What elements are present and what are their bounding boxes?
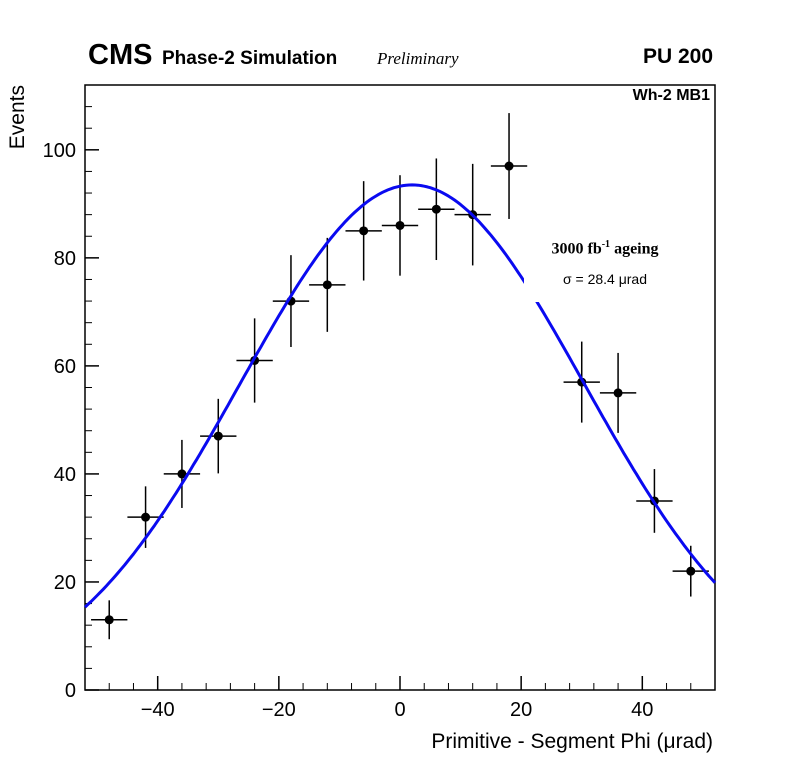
data-marker [686,566,696,576]
y-tick-label: 0 [65,680,76,702]
data-marker [141,512,151,522]
y-tick-label: 20 [54,572,76,594]
sigma-label: σ = 28.4 μrad [562,271,648,288]
y-tick-label: 40 [54,464,76,486]
fit-curve [83,183,717,609]
x-tick-label: 40 [631,699,653,721]
y-tick-label: 80 [54,248,76,270]
ageing-label-prefix: 3000 fb [551,240,602,258]
fit-annotation: 3000 fb-1 ageing σ = 28.4 μrad [524,234,686,302]
y-tick-label: 60 [54,356,76,378]
x-tick-label: 0 [394,699,405,721]
ageing-label-exponent: -1 [601,239,611,250]
pileup-label: PU 200 [642,45,713,68]
data-marker [613,388,623,398]
data-marker [104,615,114,625]
x-axis-title: Primitive - Segment Phi (μrad) [431,730,713,753]
data-marker [213,431,223,441]
x-tick-label: −20 [262,699,296,721]
data-marker [431,204,441,214]
y-axis-title: Events [6,85,29,150]
data-marker [177,469,187,479]
x-tick-label: 20 [510,699,532,721]
cms-label: CMS [88,39,153,71]
ageing-label-suffix: ageing [610,240,659,258]
preliminary-label: Preliminary [377,49,459,68]
data-marker [395,220,405,230]
data-marker [359,226,369,236]
x-tick-label: −40 [141,699,175,721]
data-marker [504,161,514,171]
ageing-label: 3000 fb-1 ageing [524,234,686,258]
y-tick-label: 100 [43,140,76,162]
simulation-label: Phase-2 Simulation [162,48,338,69]
wheel-station-label: Wh-2 MB1 [632,87,710,104]
data-marker [322,280,332,290]
